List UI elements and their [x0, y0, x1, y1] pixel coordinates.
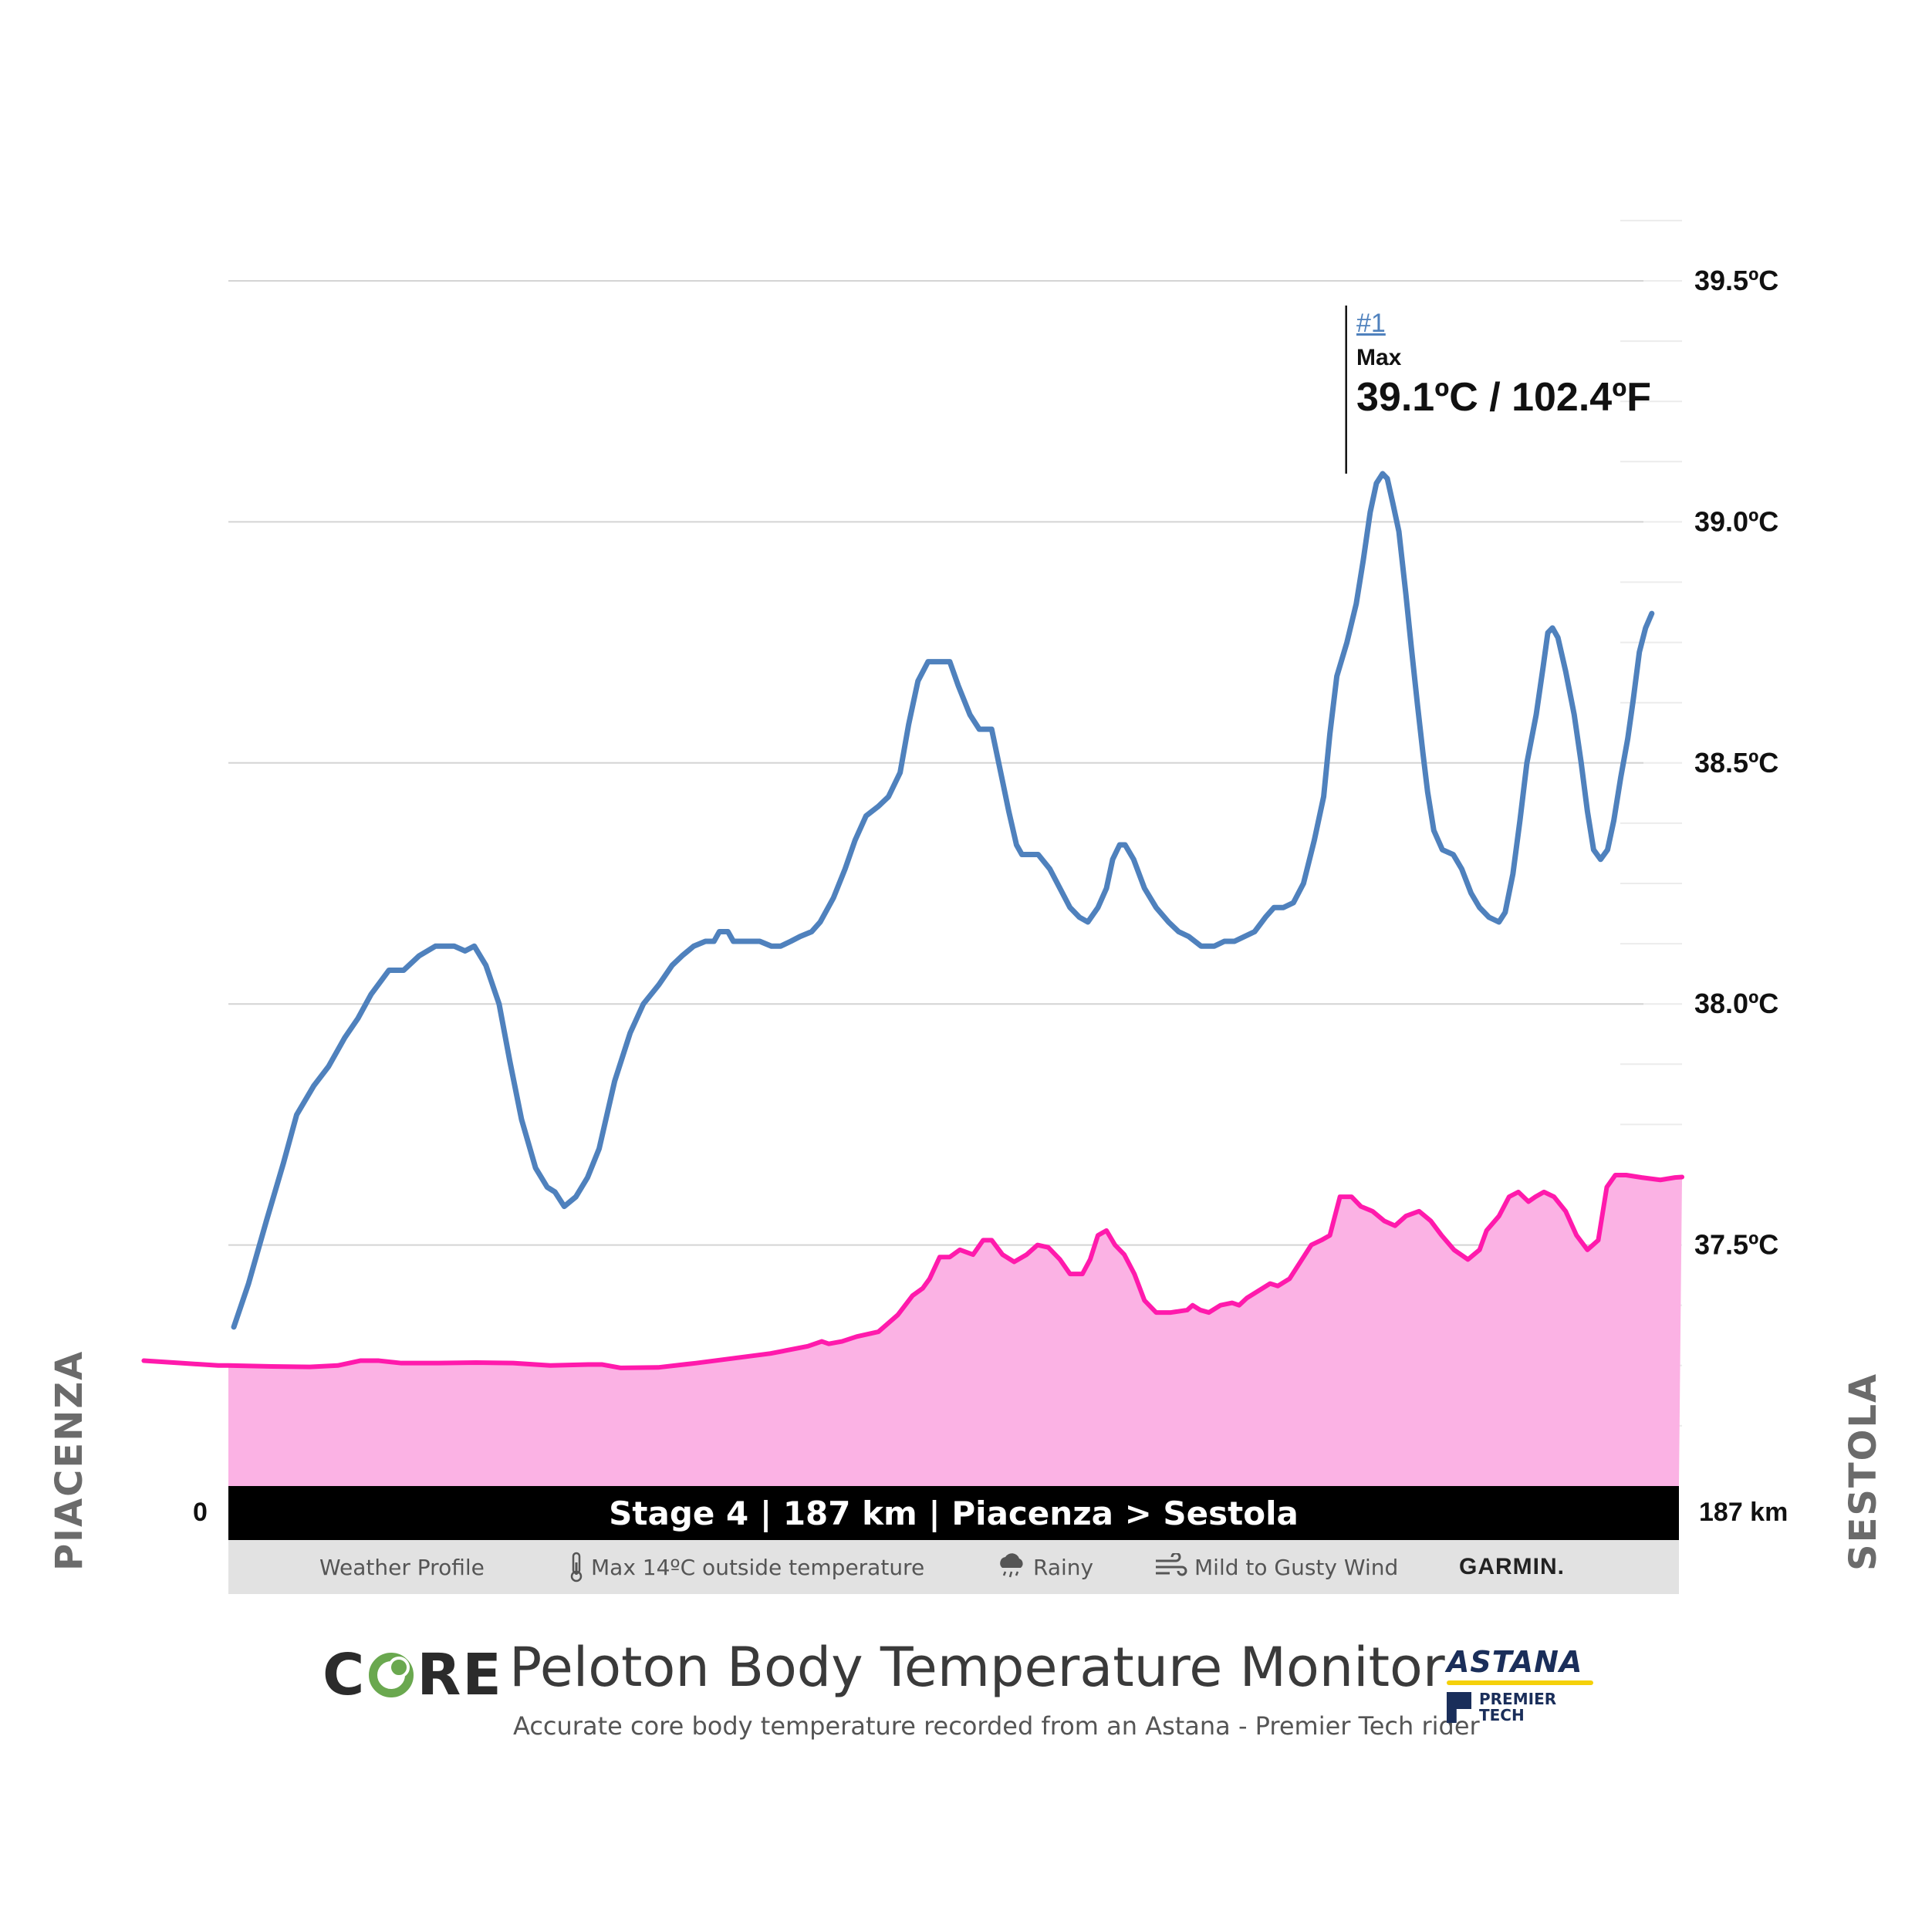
weather-bar: Weather Profile Max 14ºC outside tempera… [228, 1540, 1679, 1594]
y-tick-label: 38.0ºC [1694, 988, 1778, 1019]
core-temperature-series [231, 471, 1655, 1330]
elevation-line [141, 1173, 1685, 1370]
max-annotation-label: Max [1356, 345, 1402, 370]
weather-profile-label: Weather Profile [319, 1554, 485, 1580]
y-axis-tick-labels: 37.5ºC 38.0ºC 38.5ºC 39.0ºC 39.5ºC [1694, 265, 1778, 1261]
weather-temp-item: Max 14ºC outside temperature [568, 1540, 924, 1594]
y-tick-label: 38.5ºC [1694, 747, 1778, 779]
rain-cloud-icon [996, 1552, 1027, 1582]
weather-rain-item: Rainy [996, 1540, 1093, 1594]
page-title: Peloton Body Temperature Monitor [509, 1636, 1445, 1699]
y-tick-label: 37.5ºC [1694, 1229, 1778, 1261]
weather-wind-item: Mild to Gusty Wind [1154, 1540, 1398, 1594]
elevation-profile [141, 1173, 1685, 1486]
max-annotation-value: 39.1ºC / 102.4ºF [1356, 375, 1651, 420]
premier-tech-line-2: TECH [1479, 1706, 1525, 1724]
start-city-label: PIACENZA [48, 1349, 91, 1571]
premier-tech-text: PREMIER TECH [1479, 1691, 1556, 1724]
weather-temp-label: Max 14ºC outside temperature [591, 1554, 925, 1580]
premier-tech-p-mark [1447, 1692, 1471, 1723]
weather-rain-label: Rainy [1033, 1554, 1094, 1580]
stage-banner-text: Stage 4 | 187 km | Piacenza > Sestola [609, 1494, 1299, 1532]
end-city-label: SESTOLA [1842, 1372, 1885, 1571]
y-tick-label: 39.0ºC [1694, 505, 1778, 537]
start-km-label: 0 [193, 1498, 208, 1527]
astana-premier-tech-logo: ASTANA PREMIER TECH [1447, 1645, 1601, 1724]
wind-icon [1154, 1553, 1188, 1581]
stage-banner: Stage 4 | 187 km | Piacenza > Sestola [228, 1486, 1679, 1540]
end-km-label: 187 km [1699, 1498, 1788, 1527]
weather-wind-label: Mild to Gusty Wind [1194, 1554, 1399, 1580]
astana-logo-sub: PREMIER TECH [1447, 1691, 1601, 1724]
max-annotation-rank: #1 [1356, 309, 1386, 338]
astana-logo-swoosh [1447, 1680, 1593, 1685]
core-temperature-line [231, 471, 1655, 1330]
core-logo-o-mark [369, 1653, 414, 1697]
page-subtitle: Accurate core body temperature recorded … [513, 1711, 1480, 1741]
major-gridlines [228, 280, 1643, 1246]
weather-profile-item: Weather Profile [319, 1540, 485, 1594]
premier-tech-line-1: PREMIER [1479, 1690, 1557, 1708]
core-logo: C RE [323, 1642, 503, 1708]
astana-logo-word: ASTANA [1447, 1645, 1583, 1679]
core-logo-suffix: RE [417, 1642, 503, 1708]
garmin-logo: GARMIN. [1459, 1540, 1565, 1594]
max-annotation: #1 Max 39.1ºC / 102.4ºF [1356, 309, 1651, 421]
y-tick-label: 39.5ºC [1694, 265, 1778, 296]
garmin-logo-text: GARMIN. [1459, 1554, 1565, 1579]
elevation-area [228, 1175, 1683, 1486]
core-logo-prefix: C [323, 1642, 366, 1708]
thermometer-icon [568, 1552, 585, 1582]
